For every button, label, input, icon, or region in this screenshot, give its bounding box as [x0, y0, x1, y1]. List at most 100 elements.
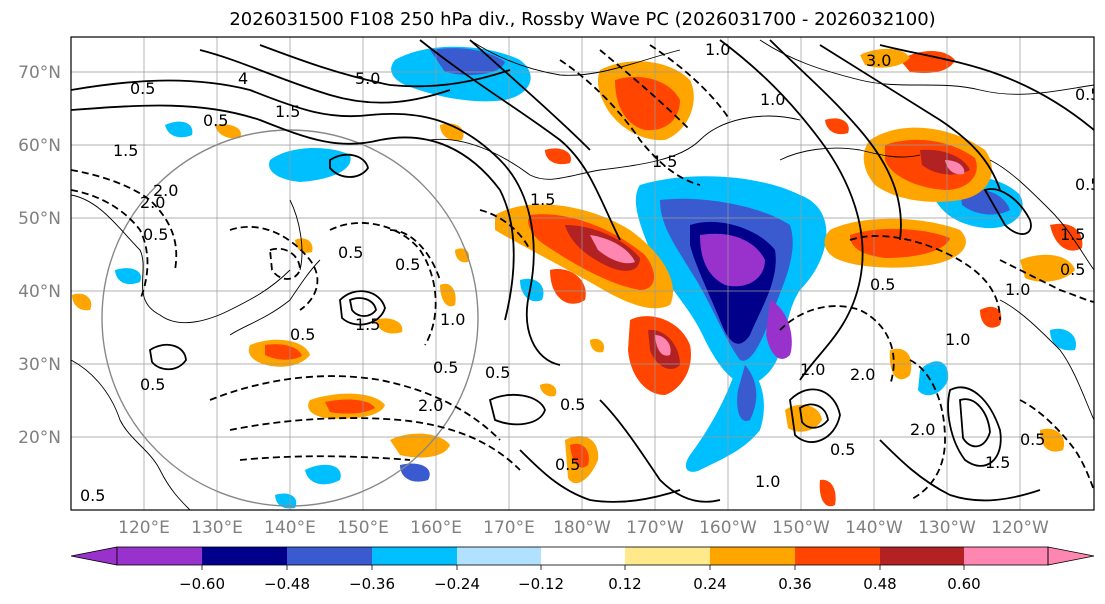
positive-anomaly-region — [1050, 223, 1083, 251]
contour-label: 0.5 — [1075, 175, 1100, 194]
longitude-axis: 120°E 130°E 140°E 150°E 160°E 170°E 180°… — [118, 518, 1049, 538]
map-frame — [70, 36, 1095, 511]
contour-label: 0.5 — [485, 363, 510, 382]
latitude-axis: 70°N 60°N 50°N 40°N 30°N 20°N — [18, 63, 61, 448]
lon-label: 120°E — [118, 518, 170, 538]
lon-label: 140°E — [264, 518, 316, 538]
contour-label: 1.0 — [1005, 280, 1030, 299]
colorbar-tick-label: −0.48 — [264, 575, 310, 593]
colorbar-segment — [795, 547, 880, 565]
lat-label: 70°N — [18, 63, 61, 83]
contour-label: 0.5 — [143, 225, 168, 244]
contour-lines-negative — [71, 44, 1094, 501]
contour-label: 1.5 — [113, 141, 138, 160]
contour-label: 0.5 — [140, 375, 165, 394]
positive-anomaly-region — [295, 238, 313, 253]
contour-label: 0.5 — [1060, 260, 1085, 279]
contour-label: 0.5 — [1075, 85, 1100, 104]
positive-anomaly-region — [825, 118, 849, 135]
positive-anomaly-region — [440, 283, 456, 307]
colorbar-segment — [287, 547, 372, 565]
negative-anomaly-region — [737, 365, 757, 421]
lon-label: 160°E — [410, 518, 462, 538]
colorbar-tick-label: −0.36 — [349, 575, 395, 593]
graticule — [71, 37, 1094, 510]
contour-label: 0.5 — [560, 395, 585, 414]
lon-label: 160°W — [699, 518, 757, 538]
lon-label: 170°W — [626, 518, 684, 538]
lon-label: 180°W — [553, 518, 611, 538]
negative-anomaly-region — [275, 493, 297, 509]
negative-anomaly-region — [1050, 328, 1076, 351]
lat-label: 40°N — [18, 282, 61, 302]
positive-anomaly-region — [545, 148, 571, 165]
contour-label: 4 — [238, 69, 248, 88]
positive-anomaly-region — [325, 399, 375, 414]
colorbar-tick-label: 0.48 — [863, 575, 896, 593]
contour-label: 1.0 — [760, 90, 785, 109]
positive-anomaly-region — [540, 383, 557, 397]
lon-label: 150°W — [772, 518, 830, 538]
negative-anomaly-region — [700, 233, 765, 287]
colorbar-segment — [117, 547, 202, 565]
contour-label: 5.0 — [355, 69, 380, 88]
positive-anomaly-region — [860, 48, 910, 68]
contour-label: 2.0 — [418, 396, 443, 415]
colorbar-tick-label: 0.12 — [608, 575, 641, 593]
colorbar-segment — [710, 547, 795, 565]
contour-label: 1.5 — [985, 453, 1010, 472]
colorbar-segment — [964, 547, 1048, 565]
negative-anomaly-region — [115, 268, 141, 285]
lon-label: 130°W — [918, 518, 976, 538]
reference-circle — [101, 129, 479, 507]
contour-lines — [71, 39, 1094, 503]
lon-label: 130°E — [191, 518, 243, 538]
contour-label: 1.5 — [652, 152, 677, 171]
colorbar-tick-label: −0.24 — [434, 575, 480, 593]
positive-anomaly-region — [655, 335, 671, 356]
lon-label: 150°E — [337, 518, 389, 538]
contour-label: 2.0 — [910, 420, 935, 439]
colorbar-segment — [625, 547, 710, 565]
positive-anomaly-region — [375, 318, 403, 334]
negative-anomaly-region — [165, 121, 193, 138]
contour-label: 0.5 — [830, 440, 855, 459]
colorbar-tick-label: 0.60 — [947, 575, 980, 593]
lat-label: 50°N — [18, 209, 61, 229]
contour-label: 0.5 — [338, 243, 363, 262]
lat-label: 30°N — [18, 355, 61, 375]
contour-label: 0.5 — [1020, 430, 1045, 449]
negative-anomaly-region — [766, 300, 792, 359]
positive-anomaly-region — [900, 51, 955, 74]
negative-anomaly-region — [918, 361, 949, 396]
positive-anomaly-region — [1020, 254, 1075, 282]
shading-layer — [72, 46, 1083, 509]
contour-label: 0.5 — [395, 255, 420, 274]
contour-label: 1.0 — [705, 40, 730, 59]
positive-anomaly-region — [590, 235, 635, 264]
contour-label: 0.5 — [130, 79, 155, 98]
contour-label: 0.5 — [433, 358, 458, 377]
positive-anomaly-region — [215, 124, 241, 139]
contour-label: 1.5 — [1060, 225, 1085, 244]
positive-anomaly-region — [980, 306, 1002, 328]
contour-label: 0.5 — [290, 325, 315, 344]
contour-label: 0.5 — [80, 486, 105, 505]
contour-label: 1.5 — [275, 102, 300, 121]
contour-label: 0.5 — [203, 111, 228, 130]
colorbar-segment — [372, 547, 457, 565]
colorbar-segment — [457, 547, 541, 565]
positive-anomaly-region — [550, 269, 586, 304]
colorbar-segment — [202, 547, 287, 565]
colorbar-tick-label: −0.60 — [179, 575, 225, 593]
contour-label: 1.0 — [755, 472, 780, 491]
contour-label: 0.5 — [555, 455, 580, 474]
contour-label: 3.0 — [866, 51, 891, 70]
positive-anomaly-region — [570, 443, 589, 468]
colorbar-tick-label: −0.12 — [518, 575, 564, 593]
positive-anomaly-region — [1040, 428, 1065, 452]
colorbar-max-arrow — [1047, 546, 1095, 566]
lat-label: 20°N — [18, 428, 61, 448]
positive-anomaly-region — [819, 479, 836, 507]
colorbar-tick-label: 0.36 — [778, 575, 811, 593]
